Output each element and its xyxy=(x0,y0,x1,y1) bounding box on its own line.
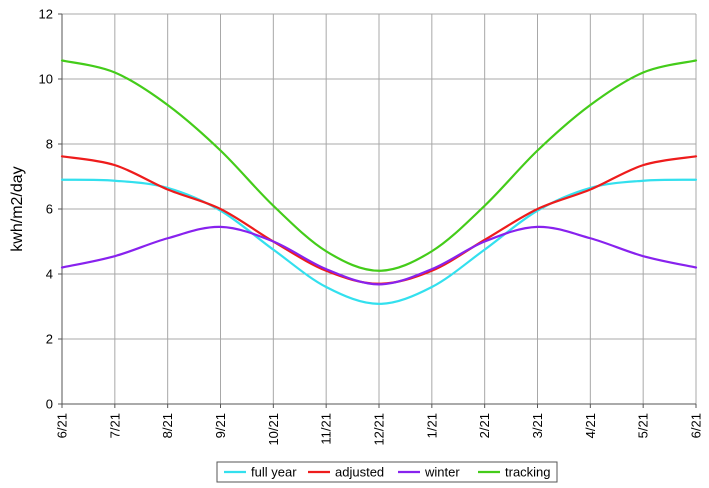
x-tick-label: 9/21 xyxy=(213,413,228,438)
x-tick-label: 4/21 xyxy=(583,413,598,438)
y-tick-label: 4 xyxy=(46,267,53,282)
y-axis-title: kwh/m2/day xyxy=(9,166,26,251)
x-tick-label: 3/21 xyxy=(530,413,545,438)
x-tick-label: 7/21 xyxy=(107,413,122,438)
legend-label-full-year: full year xyxy=(251,465,297,480)
legend-label-adjusted: adjusted xyxy=(335,465,384,480)
legend-label-winter: winter xyxy=(424,465,460,480)
y-tick-label: 8 xyxy=(46,137,53,152)
legend-box xyxy=(216,461,558,483)
x-tick-label: 5/21 xyxy=(636,413,651,438)
x-tick-label: 12/21 xyxy=(372,413,387,446)
x-tick-label: 8/21 xyxy=(160,413,175,438)
x-tick-label: 6/21 xyxy=(55,413,70,438)
series-line-tracking xyxy=(60,59,698,272)
y-tick-label: 2 xyxy=(46,332,53,347)
x-tick-label: 6/21 xyxy=(689,413,704,438)
y-tick-label: 0 xyxy=(46,397,53,412)
series-line-full-year xyxy=(60,178,698,305)
y-tick-label: 10 xyxy=(39,72,53,87)
legend-label-tracking: tracking xyxy=(505,465,551,480)
y-tick-label: 12 xyxy=(39,7,53,22)
series-line-winter xyxy=(60,225,698,286)
x-tick-label: 11/21 xyxy=(319,413,334,445)
y-tick-label: 6 xyxy=(46,202,53,217)
x-tick-label: 1/21 xyxy=(424,413,439,438)
x-tick-label: 2/21 xyxy=(477,413,492,438)
x-tick-label: 10/21 xyxy=(266,413,281,446)
